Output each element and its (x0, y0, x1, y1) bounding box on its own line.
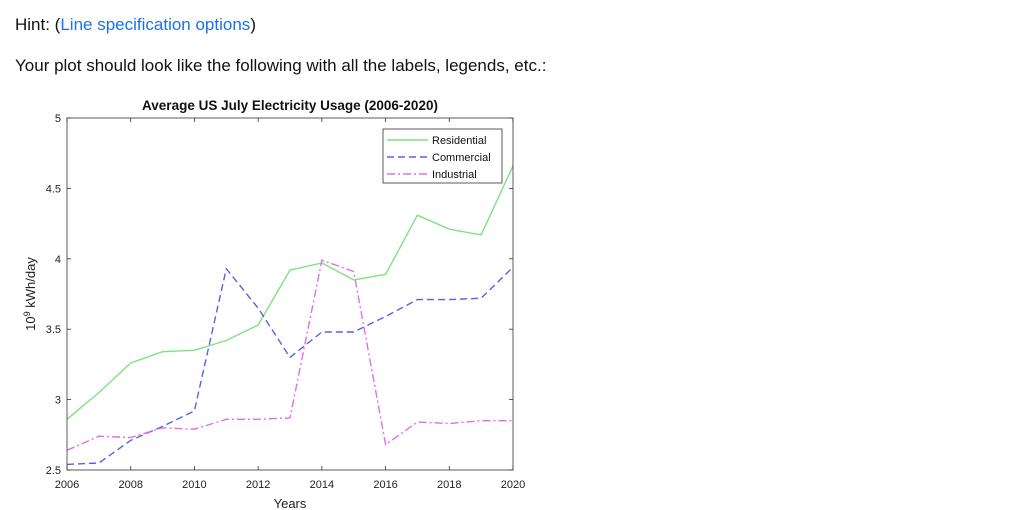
hint-line: Hint: (Line specification options) (15, 15, 256, 35)
x-tick-label: 2020 (501, 479, 525, 491)
series-line-commercial (66, 266, 514, 466)
y-axis-label: 109 kWh/day (22, 257, 38, 331)
chart-title: Average US July Electricity Usage (2006-… (142, 98, 438, 113)
plot-box (66, 117, 514, 471)
y-tick-label: 2.5 (46, 465, 61, 477)
x-tick-label: 2010 (182, 479, 206, 491)
hint-suffix: ) (250, 15, 256, 34)
legend-label-industrial: Industrial (432, 169, 477, 181)
x-tick-label: 2008 (118, 479, 142, 491)
x-tick-label: 2018 (437, 479, 461, 491)
x-tick-label: 2016 (373, 479, 397, 491)
instruction-text: Your plot should look like the following… (15, 56, 547, 75)
y-axis-label-exponent: 9 (22, 311, 32, 316)
series-line-residential (66, 165, 514, 420)
line-spec-link[interactable]: Line specification options (60, 15, 251, 34)
x-axis-label: Years (274, 496, 307, 510)
legend: Residential Commercial Industrial (382, 128, 503, 184)
y-tick-label: 3 (55, 395, 61, 407)
y-tick-label: 4 (55, 254, 61, 266)
x-tick-label: 2012 (246, 479, 270, 491)
legend-label-residential: Residential (432, 135, 486, 147)
series-line-industrial (66, 259, 513, 451)
y-axis-label-base: 10 (23, 316, 38, 330)
y-tick-label: 4.5 (46, 183, 61, 195)
legend-box (382, 128, 503, 184)
y-tick-label: 3.5 (46, 324, 61, 336)
legend-label-commercial: Commercial (432, 152, 491, 164)
y-tick-label: 5 (55, 113, 61, 125)
x-tick-label: 2014 (310, 479, 334, 491)
y-axis-label-unit: kWh/day (23, 257, 38, 312)
hint-prefix: Hint: ( (15, 15, 61, 34)
x-tick-label: 2006 (55, 479, 79, 491)
